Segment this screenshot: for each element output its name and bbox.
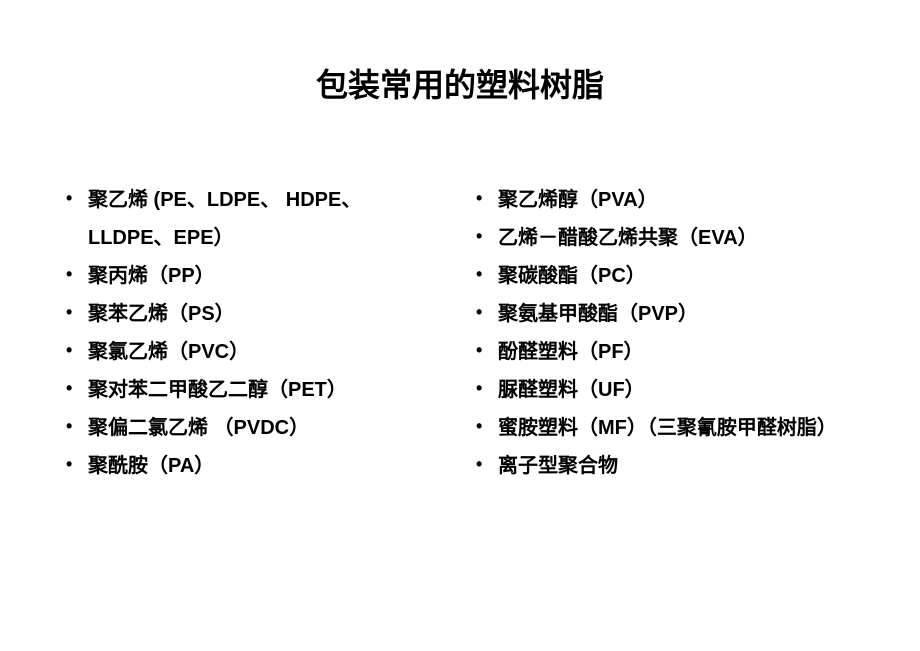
- right-list: 聚乙烯醇（PVA） 乙烯－醋酸乙烯共聚（EVA） 聚碳酸酯（PC） 聚氨基甲酸酯…: [470, 181, 860, 485]
- list-item: 脲醛塑料（UF）: [470, 371, 860, 409]
- list-item: 酚醛塑料（PF）: [470, 333, 860, 371]
- list-item: 聚乙烯醇（PVA）: [470, 181, 860, 219]
- right-column: 聚乙烯醇（PVA） 乙烯－醋酸乙烯共聚（EVA） 聚碳酸酯（PC） 聚氨基甲酸酯…: [470, 181, 860, 485]
- list-item: 聚偏二氯乙烯 （PVDC）: [60, 409, 440, 447]
- list-item: 蜜胺塑料（MF）（三聚氰胺甲醛树脂）: [470, 409, 860, 447]
- left-column: 聚乙烯 (PE、LDPE、 HDPE、LLDPE、EPE） 聚丙烯（PP） 聚苯…: [60, 181, 440, 485]
- list-item: 聚乙烯 (PE、LDPE、 HDPE、LLDPE、EPE）: [60, 181, 440, 257]
- left-list: 聚乙烯 (PE、LDPE、 HDPE、LLDPE、EPE） 聚丙烯（PP） 聚苯…: [60, 181, 440, 485]
- list-item: 聚酰胺（PA）: [60, 447, 440, 485]
- list-item: 聚丙烯（PP）: [60, 257, 440, 295]
- list-item: 聚氯乙烯（PVC）: [60, 333, 440, 371]
- slide-title: 包装常用的塑料树脂: [60, 60, 860, 106]
- list-item: 聚对苯二甲酸乙二醇（PET）: [60, 371, 440, 409]
- list-item: 乙烯－醋酸乙烯共聚（EVA）: [470, 219, 860, 257]
- list-item: 聚氨基甲酸酯（PVP）: [470, 295, 860, 333]
- content-columns: 聚乙烯 (PE、LDPE、 HDPE、LLDPE、EPE） 聚丙烯（PP） 聚苯…: [60, 181, 860, 485]
- list-item: 聚苯乙烯（PS）: [60, 295, 440, 333]
- list-item: 聚碳酸酯（PC）: [470, 257, 860, 295]
- list-item: 离子型聚合物: [470, 447, 860, 485]
